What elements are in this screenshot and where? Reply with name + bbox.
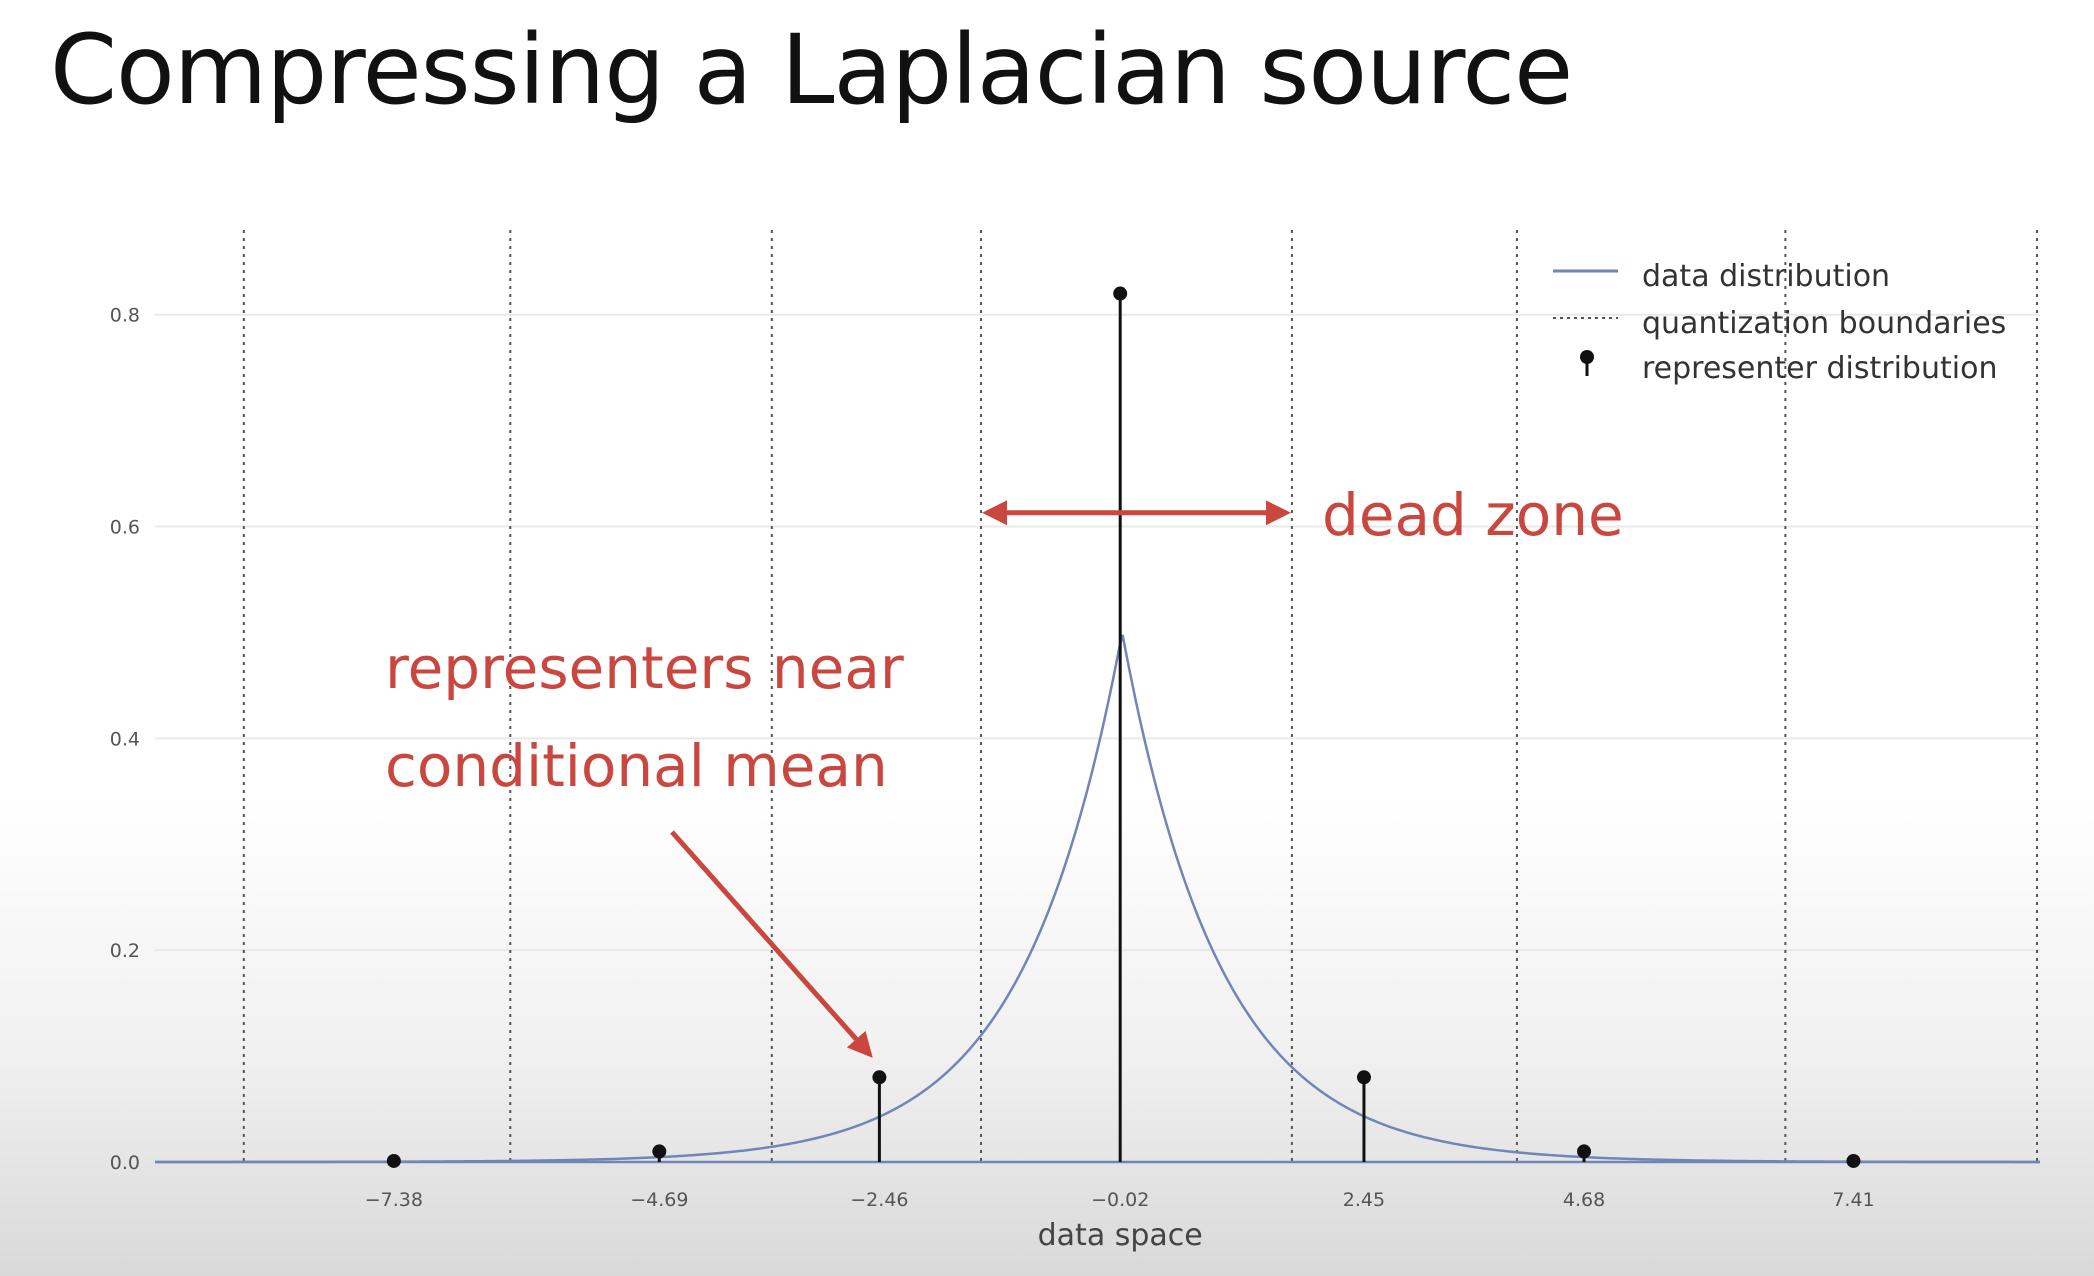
x-tick-label-4: 2.45 — [1343, 1189, 1385, 1211]
x-tick-label-0: −7.38 — [365, 1189, 423, 1211]
grid — [155, 313, 2040, 952]
legend-label-data-distribution: data distribution — [1642, 259, 1890, 294]
x-tick-label-1: −4.69 — [630, 1189, 688, 1211]
x-tick-label-6: 7.41 — [1832, 1189, 1874, 1211]
y-tick-label-3: 0.6 — [110, 517, 140, 539]
representer-point-2 — [872, 1070, 887, 1085]
conditional-mean-arrow — [670, 830, 873, 1058]
representer-point-5 — [1577, 1144, 1592, 1159]
representer-stems — [386, 286, 1861, 1168]
x-tick-label-2: −2.46 — [850, 1189, 908, 1211]
y-tick-label-2: 0.4 — [110, 728, 140, 750]
annotations: dead zone representers near conditional me… — [385, 481, 1624, 1058]
legend: data distribution quantization boundaries… — [1553, 259, 2006, 386]
quantization-boundaries — [242, 230, 2039, 1162]
y-tick-label-4: 0.8 — [110, 305, 140, 327]
laplace-density-line — [155, 634, 2040, 1164]
y-tick-labels: 0.0 0.2 0.4 0.6 0.8 — [110, 305, 140, 1174]
legend-swatch-stem-marker — [1580, 350, 1594, 364]
representer-point-1 — [652, 1144, 667, 1159]
slide-title: Compressing a Laplacian source — [50, 14, 1573, 126]
data-distribution-curve — [155, 634, 2040, 1164]
dead-zone-label: dead zone — [1322, 481, 1624, 549]
x-tick-label-3: −0.02 — [1091, 1189, 1149, 1211]
conditional-mean-label-line2: conditional mean — [385, 732, 888, 800]
x-tick-label-5: 4.68 — [1563, 1189, 1605, 1211]
legend-label-representer-distribution: representer distribution — [1642, 351, 1997, 386]
x-tick-labels: −7.38 −4.69 −2.46 −0.02 2.45 4.68 7.41 — [365, 1189, 1875, 1211]
representer-point-0 — [386, 1153, 401, 1168]
y-tick-label-1: 0.2 — [110, 940, 140, 962]
y-tick-label-0: 0.0 — [110, 1152, 140, 1174]
representer-point-6 — [1846, 1153, 1861, 1168]
legend-label-quantization-boundaries: quantization boundaries — [1642, 306, 2006, 341]
conditional-mean-label-line1: representers near — [385, 634, 904, 702]
x-axis-label: data space — [1038, 1218, 1203, 1253]
representer-point-4 — [1356, 1070, 1371, 1085]
representer-point-3 — [1113, 286, 1128, 301]
